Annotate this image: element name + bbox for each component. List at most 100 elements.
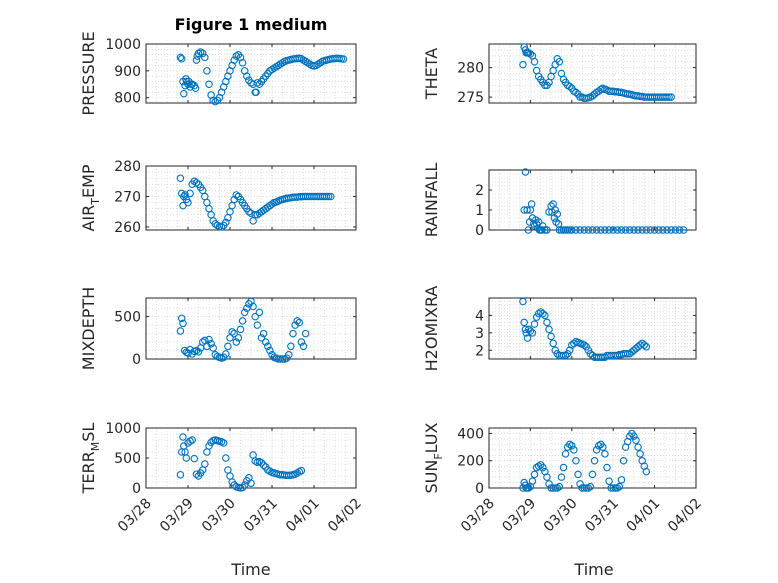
data-point bbox=[187, 80, 196, 88]
data-point bbox=[327, 192, 335, 201]
data-point bbox=[617, 226, 626, 234]
data-point bbox=[252, 88, 260, 97]
data-point bbox=[251, 312, 259, 321]
data-point bbox=[201, 53, 209, 62]
y-tick-label: 900 bbox=[114, 64, 141, 80]
data-point bbox=[180, 89, 188, 98]
axes-frame bbox=[488, 43, 697, 104]
axes-frame bbox=[145, 165, 357, 231]
subplot-pressure-0: 800 900 1000 PRESSURE bbox=[79, 31, 357, 116]
data-point bbox=[638, 226, 646, 234]
data-point bbox=[238, 59, 247, 67]
data-point bbox=[584, 484, 593, 492]
data-point bbox=[634, 226, 642, 234]
x-tick-label: 03/31 bbox=[241, 496, 281, 536]
data-point bbox=[574, 470, 582, 479]
data-series bbox=[176, 297, 310, 363]
data-point bbox=[205, 80, 213, 88]
data-point bbox=[634, 443, 642, 451]
data-point bbox=[530, 470, 539, 479]
data-point bbox=[232, 52, 241, 60]
data-point bbox=[186, 189, 194, 198]
grid-lines bbox=[145, 298, 357, 360]
grid-lines bbox=[488, 297, 697, 359]
data-point bbox=[663, 93, 671, 101]
x-tick-label: 04/01 bbox=[283, 496, 323, 536]
data-point bbox=[287, 342, 295, 351]
data-point bbox=[289, 329, 297, 338]
data-point bbox=[521, 325, 530, 334]
x-tick-label: 03/29 bbox=[157, 496, 197, 536]
data-point bbox=[524, 226, 533, 234]
y-axis-label-main: H2OMIXRA bbox=[422, 286, 441, 372]
data-point bbox=[611, 484, 620, 492]
y-tick-label: 280 bbox=[457, 61, 484, 77]
data-point bbox=[194, 49, 203, 58]
subplot-theta-1: 275 280 THETA bbox=[422, 43, 697, 106]
y-axis-label: H2OMIXRA bbox=[422, 286, 441, 372]
data-point bbox=[230, 329, 238, 338]
data-point bbox=[527, 200, 536, 208]
data-point bbox=[293, 317, 301, 325]
data-point bbox=[520, 318, 528, 327]
data-point bbox=[184, 198, 192, 207]
figure-title: Figure 1 medium bbox=[175, 15, 328, 34]
data-point bbox=[551, 484, 559, 492]
data-point bbox=[547, 332, 555, 341]
data-point bbox=[201, 460, 209, 468]
x-axis-label-left: Time bbox=[230, 560, 270, 579]
data-point bbox=[255, 308, 264, 317]
data-point bbox=[268, 200, 276, 208]
data-point bbox=[576, 226, 584, 234]
data-point bbox=[572, 456, 580, 465]
subplot-rainfall-3: 0 1 2 RAINFALL bbox=[422, 163, 697, 239]
data-point bbox=[572, 88, 580, 97]
y-axis-label-main: PRESSURE bbox=[79, 31, 98, 115]
data-point bbox=[630, 432, 638, 440]
data-point bbox=[617, 476, 626, 484]
data-point bbox=[630, 226, 638, 234]
data-point bbox=[663, 226, 671, 234]
axes-frame bbox=[488, 169, 697, 231]
data-point bbox=[538, 226, 546, 234]
data-point bbox=[519, 297, 527, 306]
data-point bbox=[539, 463, 547, 472]
x-tick-label: 03/30 bbox=[541, 496, 581, 536]
data-point bbox=[530, 57, 539, 66]
data-point bbox=[623, 350, 632, 358]
data-point bbox=[675, 226, 684, 234]
data-point bbox=[316, 59, 325, 67]
data-point bbox=[597, 226, 605, 234]
data-point bbox=[207, 339, 215, 348]
data-point bbox=[549, 339, 557, 348]
data-point bbox=[266, 346, 274, 355]
data-point bbox=[299, 342, 308, 351]
data-point bbox=[609, 226, 617, 234]
y-tick-label: 280 bbox=[114, 159, 141, 175]
data-point bbox=[543, 473, 551, 481]
data-point bbox=[599, 443, 607, 451]
data-point bbox=[245, 207, 253, 216]
data-point bbox=[640, 341, 648, 349]
data-point bbox=[545, 325, 553, 334]
data-point bbox=[576, 480, 584, 488]
data-point bbox=[192, 56, 201, 64]
y-axis-label: MIXDEPTH bbox=[79, 287, 98, 370]
data-point bbox=[188, 436, 196, 444]
data-point bbox=[176, 471, 185, 479]
y-axis-label-main: TERR bbox=[79, 451, 98, 494]
data-point bbox=[534, 462, 543, 470]
y-axis-label-tail: SL bbox=[79, 423, 98, 442]
data-point bbox=[519, 60, 527, 69]
data-point bbox=[177, 314, 186, 323]
data-point bbox=[636, 450, 644, 458]
data-series bbox=[176, 433, 306, 492]
data-point bbox=[209, 344, 217, 352]
y-axis-label-subscript: M bbox=[89, 442, 102, 452]
x-axis-label-right: Time bbox=[573, 560, 613, 579]
data-point bbox=[179, 433, 187, 441]
y-tick-label: 200 bbox=[457, 454, 484, 470]
y-tick-label: 1000 bbox=[105, 421, 141, 437]
